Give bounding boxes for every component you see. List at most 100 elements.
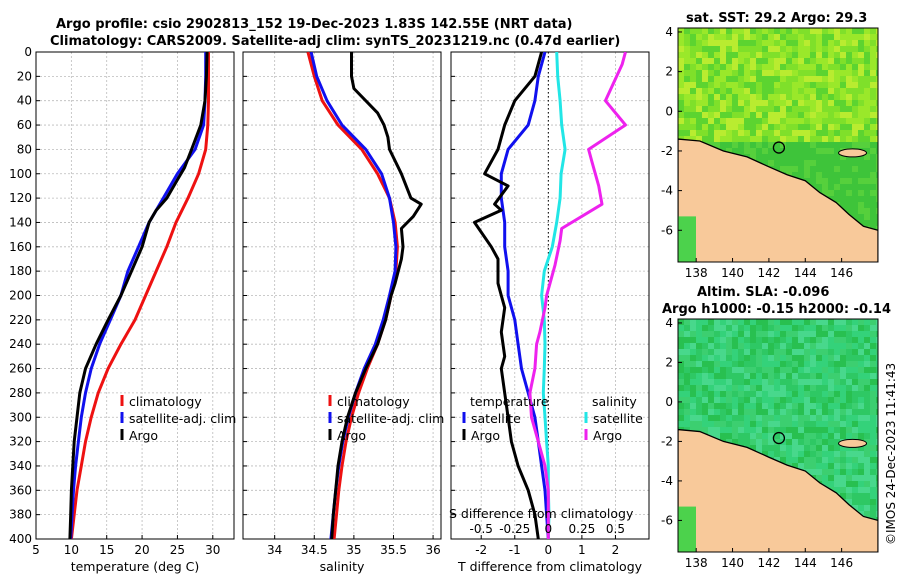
field-cell [864, 178, 870, 184]
field-cell [858, 349, 864, 355]
field-cell [684, 106, 690, 112]
field-cell [756, 148, 762, 154]
field-cell [846, 481, 852, 487]
field-cell [828, 433, 834, 439]
field-cell [768, 28, 774, 34]
field-cell [816, 34, 822, 40]
field-cell [792, 34, 798, 40]
field-cell [690, 325, 696, 331]
field-cell [840, 124, 846, 130]
field-cell [852, 373, 858, 379]
field-cell [762, 46, 768, 52]
field-cell [846, 475, 852, 481]
field-cell [840, 409, 846, 415]
field-cell [834, 112, 840, 118]
field-cell [846, 421, 852, 427]
field-cell [732, 319, 738, 325]
field-cell [720, 94, 726, 100]
field-cell [684, 124, 690, 130]
field-cell [810, 70, 816, 76]
field-cell [756, 154, 762, 160]
field-cell [864, 142, 870, 148]
field-cell [834, 487, 840, 493]
field-cell [756, 106, 762, 112]
field-cell [726, 319, 732, 325]
field-cell [780, 409, 786, 415]
field-cell [870, 160, 876, 166]
field-cell [684, 373, 690, 379]
field-cell [726, 337, 732, 343]
field-cell [876, 34, 878, 40]
field-cell [804, 58, 810, 64]
field-cell [768, 94, 774, 100]
field-cell [870, 379, 876, 385]
y-tick-label: 320 [9, 435, 32, 449]
x-tick-label: 35.5 [380, 543, 407, 557]
field-cell [798, 421, 804, 427]
field-cell [798, 94, 804, 100]
field-cell [870, 28, 876, 34]
field-cell [738, 94, 744, 100]
field-cell [852, 142, 858, 148]
field-cell [762, 325, 768, 331]
field-cell [750, 349, 756, 355]
field-cell [870, 100, 876, 106]
field-cell [858, 463, 864, 469]
field-cell [720, 34, 726, 40]
field-cell [816, 58, 822, 64]
field-cell [798, 385, 804, 391]
field-cell [840, 331, 846, 337]
field-cell [876, 475, 878, 481]
field-cell [846, 58, 852, 64]
field-cell [756, 397, 762, 403]
field-cell [720, 343, 726, 349]
field-cell [858, 505, 864, 511]
field-cell [840, 421, 846, 427]
field-cell [768, 373, 774, 379]
field-cell [810, 34, 816, 40]
field-cell [828, 40, 834, 46]
field-cell [864, 505, 870, 511]
field-cell [708, 391, 714, 397]
field-cell [834, 40, 840, 46]
field-cell [750, 331, 756, 337]
field-cell [708, 361, 714, 367]
field-cell [762, 397, 768, 403]
field-cell [870, 415, 876, 421]
field-cell [822, 463, 828, 469]
field-cell [768, 445, 774, 451]
field-cell [678, 106, 684, 112]
map-x-tick-label: 138 [685, 266, 708, 280]
field-cell [810, 28, 816, 34]
field-cell [738, 136, 744, 142]
field-cell [684, 130, 690, 136]
x-tick-label: 10 [64, 543, 79, 557]
field-cell [684, 58, 690, 64]
field-cell [864, 154, 870, 160]
field-cell [828, 397, 834, 403]
field-cell [780, 64, 786, 70]
field-cell [810, 409, 816, 415]
field-cell [720, 76, 726, 82]
field-cell [714, 421, 720, 427]
field-cell [744, 337, 750, 343]
field-cell [714, 331, 720, 337]
field-cell [816, 343, 822, 349]
field-cell [876, 493, 878, 499]
field-cell [726, 28, 732, 34]
field-cell [702, 325, 708, 331]
sea-patch [678, 506, 696, 552]
field-cell [852, 427, 858, 433]
field-cell [792, 70, 798, 76]
field-cell [846, 196, 852, 202]
field-cell [852, 172, 858, 178]
field-cell [852, 397, 858, 403]
field-cell [864, 70, 870, 76]
field-cell [702, 391, 708, 397]
field-cell [804, 361, 810, 367]
field-cell [762, 58, 768, 64]
field-cell [714, 373, 720, 379]
field-cell [870, 94, 876, 100]
field-cell [756, 28, 762, 34]
field-cell [798, 130, 804, 136]
